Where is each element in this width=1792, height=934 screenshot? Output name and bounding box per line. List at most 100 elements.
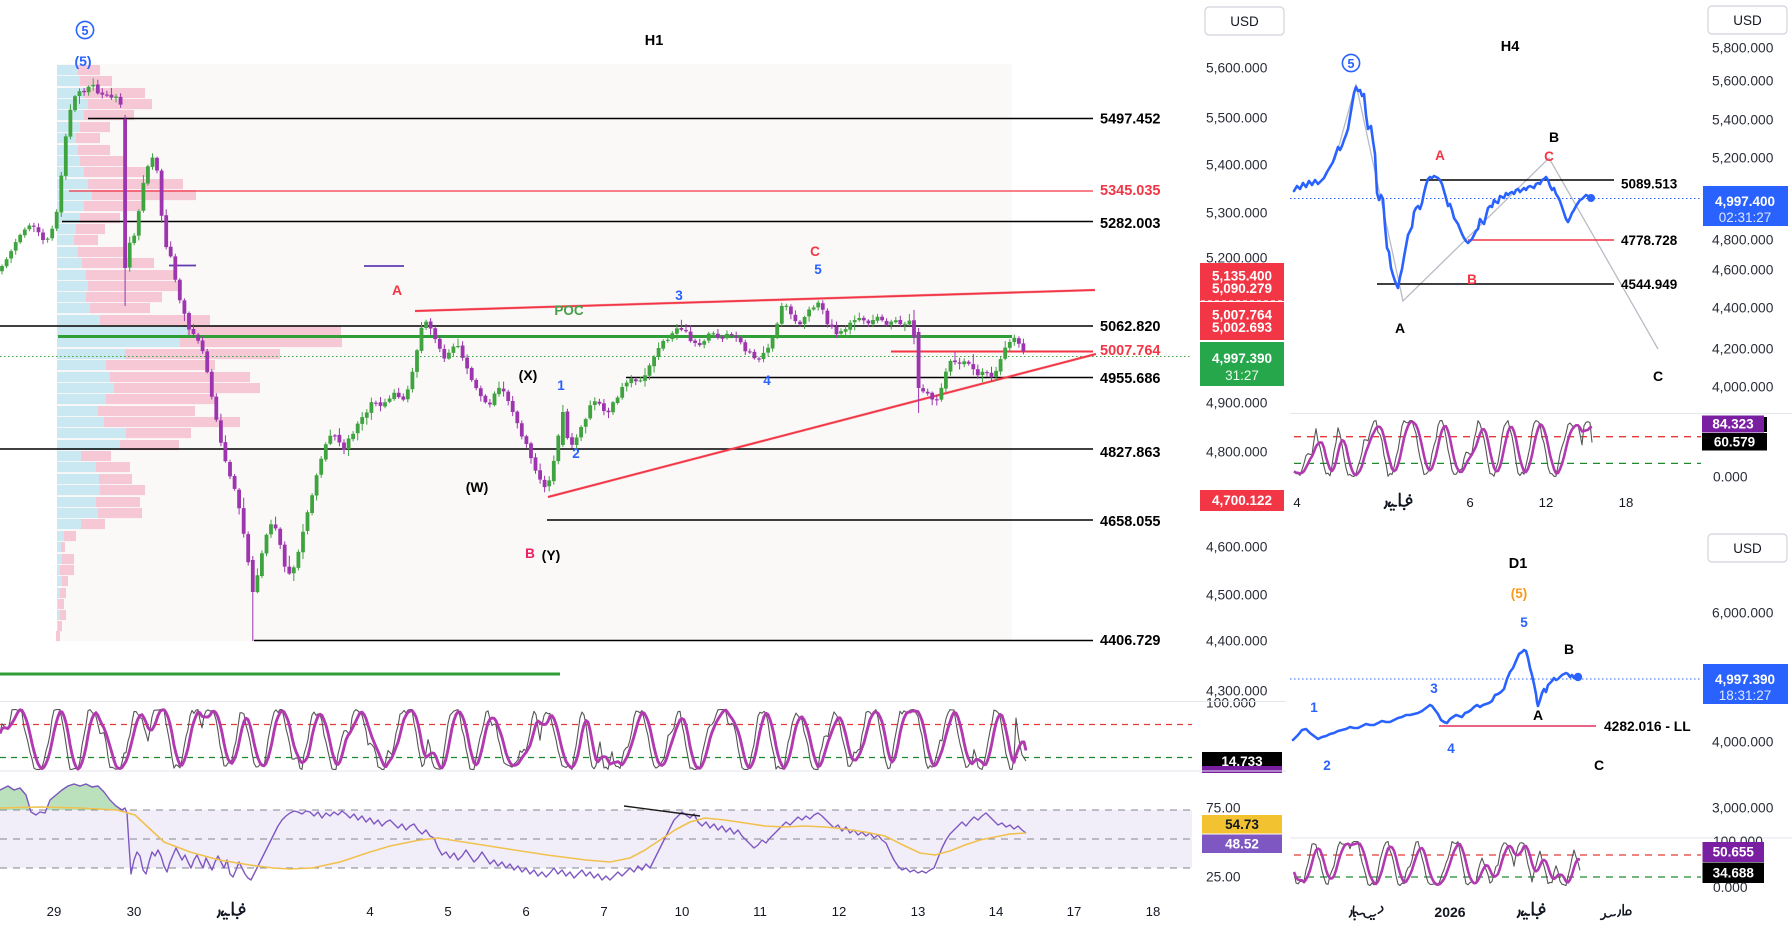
svg-text:A: A	[1435, 148, 1445, 163]
svg-text:14.733: 14.733	[1221, 754, 1263, 769]
svg-text:4,600.000: 4,600.000	[1206, 540, 1268, 555]
svg-text:10: 10	[675, 904, 690, 919]
svg-text:C: C	[810, 244, 820, 259]
svg-text:5: 5	[1348, 57, 1355, 71]
svg-text:5062.820: 5062.820	[1100, 319, 1160, 335]
svg-text:4,000.000: 4,000.000	[1712, 735, 1774, 750]
svg-text:2: 2	[1323, 758, 1331, 773]
svg-text:34.688: 34.688	[1713, 866, 1755, 881]
svg-text:11: 11	[753, 904, 767, 919]
svg-text:4: 4	[1447, 741, 1455, 756]
svg-text:0.000: 0.000	[1713, 880, 1748, 895]
svg-text:13: 13	[911, 904, 926, 919]
svg-text:USD: USD	[1230, 14, 1259, 29]
svg-text:5,135.400: 5,135.400	[1212, 268, 1272, 283]
svg-text:4827.863: 4827.863	[1100, 445, 1160, 461]
svg-text:4: 4	[366, 904, 373, 919]
svg-text:2026: 2026	[1434, 904, 1465, 920]
svg-text:4,400.000: 4,400.000	[1712, 301, 1774, 316]
svg-text:H4: H4	[1501, 39, 1520, 55]
svg-text:5,600.000: 5,600.000	[1712, 74, 1774, 89]
svg-text:5,200.000: 5,200.000	[1712, 151, 1774, 166]
svg-text:5,090.279: 5,090.279	[1212, 281, 1272, 296]
svg-text:3,000.000: 3,000.000	[1712, 801, 1774, 816]
svg-text:4,500.000: 4,500.000	[1206, 588, 1268, 603]
svg-text:5,002.693: 5,002.693	[1212, 320, 1273, 335]
svg-text:4658.055: 4658.055	[1100, 514, 1160, 530]
svg-text:4,900.000: 4,900.000	[1206, 396, 1268, 411]
svg-text:B: B	[1549, 129, 1559, 145]
svg-text:4,300.000: 4,300.000	[1206, 684, 1268, 699]
svg-text:C: C	[1653, 368, 1663, 384]
svg-text:2: 2	[572, 446, 580, 461]
svg-text:4,800.000: 4,800.000	[1712, 233, 1774, 248]
svg-text:4,997.400: 4,997.400	[1715, 194, 1775, 209]
svg-text:18:31:27: 18:31:27	[1719, 688, 1772, 703]
svg-text:4,997.390: 4,997.390	[1212, 351, 1272, 366]
svg-text:0.000: 0.000	[1713, 470, 1748, 485]
svg-text:84.323: 84.323	[1712, 417, 1754, 432]
svg-text:18: 18	[1619, 495, 1634, 510]
svg-text:4: 4	[763, 373, 771, 388]
svg-text:50.655: 50.655	[1713, 845, 1755, 860]
svg-text:12: 12	[832, 904, 847, 919]
svg-text:5: 5	[814, 262, 822, 277]
svg-text:5,400.000: 5,400.000	[1206, 158, 1268, 173]
svg-text:H1: H1	[645, 33, 664, 49]
svg-text:POC: POC	[554, 303, 584, 318]
svg-text:4544.949: 4544.949	[1621, 277, 1677, 292]
svg-text:C: C	[1544, 149, 1554, 164]
svg-text:USD: USD	[1733, 541, 1762, 556]
svg-text:C: C	[1594, 757, 1604, 773]
svg-text:4,800.000: 4,800.000	[1206, 445, 1268, 460]
svg-text:D1: D1	[1509, 556, 1528, 572]
svg-text:4,000.000: 4,000.000	[1712, 380, 1774, 395]
svg-text:5,400.000: 5,400.000	[1712, 113, 1774, 128]
svg-text:3: 3	[1430, 681, 1438, 696]
svg-text:25.00: 25.00	[1206, 870, 1241, 885]
svg-text:48.52: 48.52	[1225, 837, 1259, 852]
svg-text:5345.035: 5345.035	[1100, 183, 1160, 199]
svg-text:31:27: 31:27	[1225, 368, 1259, 383]
svg-text:4778.728: 4778.728	[1621, 233, 1678, 248]
svg-text:29: 29	[47, 904, 62, 919]
svg-text:4282.016 - LL: 4282.016 - LL	[1604, 719, 1691, 734]
svg-text:6,000.000: 6,000.000	[1712, 606, 1774, 621]
svg-text:5497.452: 5497.452	[1100, 112, 1160, 128]
svg-text:5089.513: 5089.513	[1621, 177, 1678, 192]
svg-text:12: 12	[1539, 495, 1554, 510]
svg-text:B: B	[1467, 272, 1477, 287]
svg-text:5282.003: 5282.003	[1100, 216, 1160, 232]
svg-text:B: B	[525, 546, 535, 561]
svg-text:(W): (W)	[466, 479, 489, 495]
svg-text:5,800.000: 5,800.000	[1712, 41, 1774, 56]
svg-text:4,600.000: 4,600.000	[1712, 263, 1774, 278]
svg-text:4: 4	[1293, 495, 1300, 510]
svg-text:A: A	[392, 282, 402, 298]
svg-text:17: 17	[1067, 904, 1082, 919]
svg-text:5: 5	[1520, 615, 1528, 630]
svg-text:02:31:27: 02:31:27	[1719, 210, 1772, 225]
svg-text:(5): (5)	[74, 53, 91, 69]
svg-text:30: 30	[127, 904, 142, 919]
svg-text:(Y): (Y)	[542, 547, 561, 563]
svg-text:54.73: 54.73	[1225, 817, 1259, 832]
svg-text:18: 18	[1146, 904, 1161, 919]
svg-text:5,007.764: 5,007.764	[1212, 307, 1273, 322]
svg-text:14: 14	[989, 904, 1004, 919]
svg-text:B: B	[1564, 641, 1574, 657]
svg-text:7: 7	[600, 904, 607, 919]
svg-text:A: A	[1395, 320, 1405, 336]
svg-text:3: 3	[675, 288, 683, 303]
svg-text:5,300.000: 5,300.000	[1206, 206, 1268, 221]
svg-text:A: A	[1533, 707, 1543, 723]
svg-text:5: 5	[444, 904, 451, 919]
svg-text:5,200.000: 5,200.000	[1206, 251, 1268, 266]
svg-text:4406.729: 4406.729	[1100, 633, 1160, 649]
svg-text:4,200.000: 4,200.000	[1712, 342, 1774, 357]
svg-text:5,600.000: 5,600.000	[1206, 61, 1268, 76]
svg-text:6: 6	[1466, 495, 1473, 510]
svg-text:4,400.000: 4,400.000	[1206, 634, 1268, 649]
svg-text:5: 5	[82, 24, 89, 38]
svg-text:4,700.122: 4,700.122	[1212, 493, 1272, 508]
